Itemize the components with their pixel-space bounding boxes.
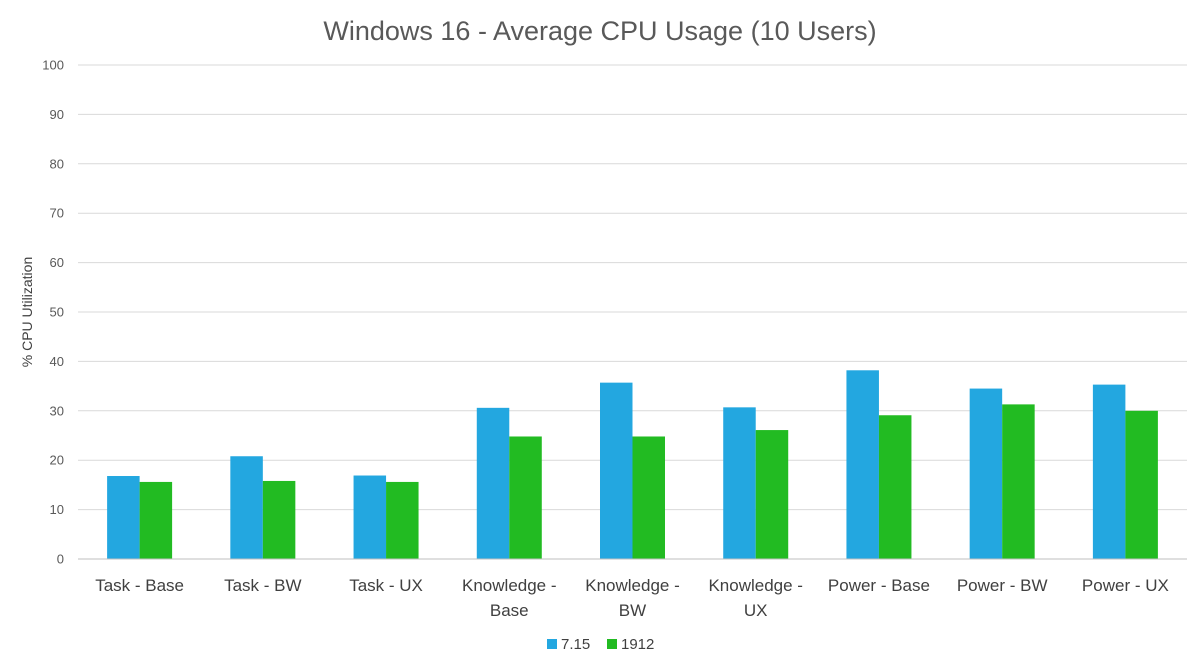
y-axis-ticks: 0 10 20 30 40 50 60 70 80 90 100 [42,58,64,567]
x-tick-label: BW [619,601,646,620]
y-tick-label: 0 [57,552,64,567]
chart-title: Windows 16 - Average CPU Usage (10 Users… [323,16,876,46]
bar-1912 [878,415,912,559]
y-tick-label: 90 [50,107,64,122]
y-tick-label: 100 [42,58,64,73]
x-tick-label: Knowledge - [708,576,803,595]
bar-7-15 [1092,384,1126,559]
bar-7-15 [476,407,510,559]
x-axis-ticks: Task - Base Task - BW Task - UX Knowledge -… [95,576,1169,620]
bar-7-15 [846,370,879,559]
y-tick-label: 80 [50,156,64,171]
bar-7-15 [230,456,263,559]
x-tick-label: Knowledge - [462,576,557,595]
bar-1912 [755,430,789,559]
x-tick-label: Power - BW [957,576,1048,595]
legend-swatch [607,639,617,649]
y-axis-label: % CPU Utilization [19,257,35,367]
y-tick-label: 40 [50,354,64,369]
x-tick-label: Knowledge - [585,576,680,595]
x-tick-label: Base [490,601,529,620]
x-tick-label: Power - UX [1082,576,1169,595]
legend-label: 7.15 [561,636,590,653]
y-tick-label: 50 [50,305,64,320]
bar-7-15 [723,407,756,559]
y-tick-label: 30 [50,403,64,418]
y-tick-label: 10 [50,502,64,517]
y-tick-label: 70 [50,206,64,221]
bars [107,370,1158,559]
legend: 7.15 1912 [547,636,654,653]
bar-1912 [1002,404,1035,559]
x-tick-label: Task - BW [224,576,301,595]
bar-7-15 [600,382,633,559]
bar-1912 [632,436,665,559]
bar-1912 [386,481,419,559]
bar-1912 [509,436,542,559]
x-tick-label: UX [744,601,768,620]
gridlines [78,64,1187,511]
y-tick-label: 20 [50,453,64,468]
bar-1912 [139,481,173,559]
bar-1912 [262,480,296,559]
legend-swatch [547,639,557,649]
x-tick-label: Task - UX [349,576,423,595]
bar-7-15 [353,475,387,559]
legend-label: 1912 [621,636,654,653]
bar-7-15 [969,388,1003,559]
x-tick-label: Task - Base [95,576,184,595]
bar-1912 [1125,410,1158,559]
bar-7-15 [107,476,140,559]
x-tick-label: Power - Base [828,576,930,595]
y-tick-label: 60 [50,255,64,270]
